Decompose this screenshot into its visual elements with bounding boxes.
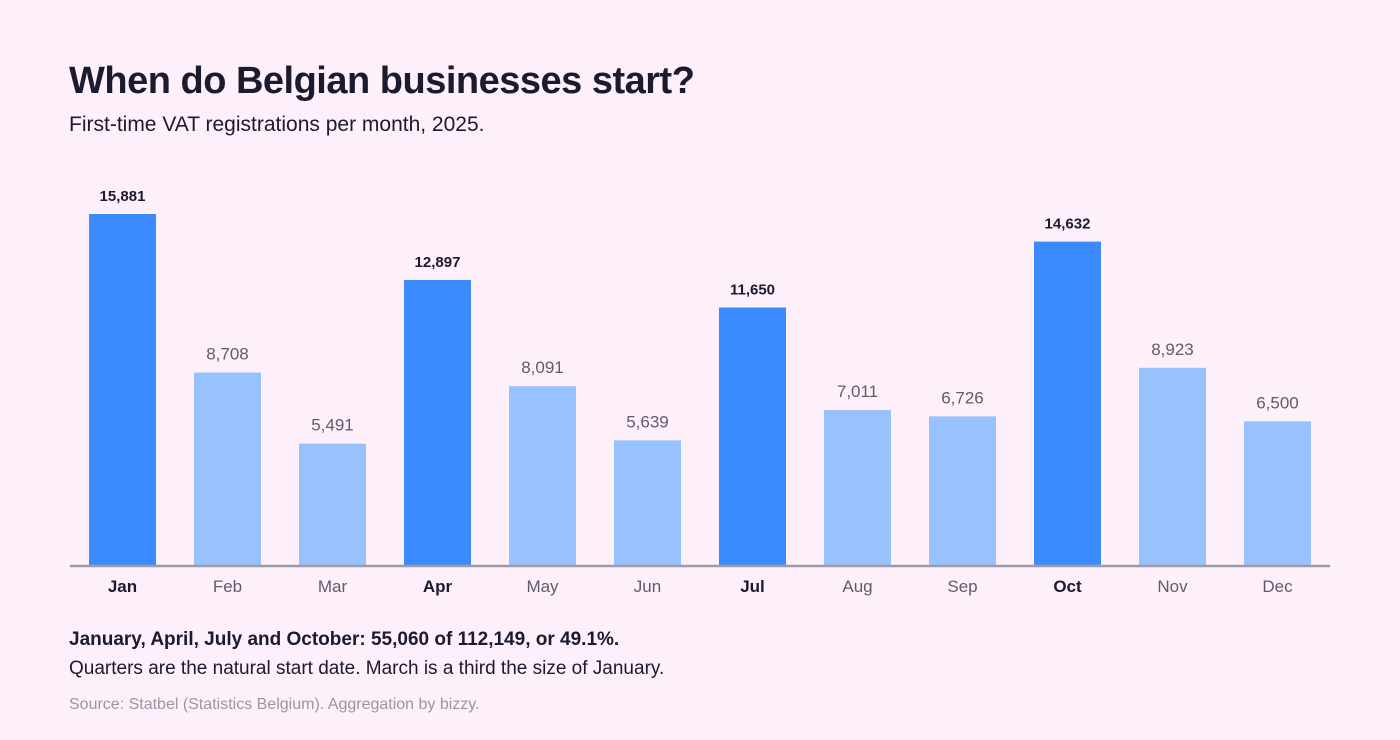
x-tick-label-sep: Sep xyxy=(947,577,977,596)
bar-jul xyxy=(719,307,786,565)
x-tick-label-dec: Dec xyxy=(1262,577,1293,596)
source-note: Source: Statbel (Statistics Belgium). Ag… xyxy=(69,696,480,713)
value-label-feb: 8,708 xyxy=(206,345,249,364)
bar-sep xyxy=(929,416,996,565)
x-tick-label-apr: Apr xyxy=(423,577,453,596)
bar-jun xyxy=(614,440,681,565)
headline-note: January, April, July and October: 55,060… xyxy=(69,629,620,650)
x-tick-label-oct: Oct xyxy=(1053,577,1082,596)
value-label-sep: 6,726 xyxy=(941,388,984,407)
x-tick-label-mar: Mar xyxy=(318,577,348,596)
bar-jan xyxy=(89,214,156,565)
detail-note: Quarters are the natural start date. Mar… xyxy=(69,658,665,679)
bar-nov xyxy=(1139,367,1206,565)
value-label-nov: 8,923 xyxy=(1151,340,1194,359)
bar-chart: 15,881 Jan 8,708 Feb 5,491 Mar 12,897 Apr 8,091 M… xyxy=(70,188,1330,596)
chart-subtitle: First-time VAT registrations per month, … xyxy=(69,113,485,136)
value-label-dec: 6,500 xyxy=(1256,393,1299,412)
bar-apr xyxy=(404,279,471,565)
value-label-jun: 5,639 xyxy=(626,412,669,431)
x-tick-label-aug: Aug xyxy=(842,577,872,596)
x-tick-label-jun: Jun xyxy=(634,577,661,596)
bar-dec xyxy=(1244,421,1311,565)
chart-title: When do Belgian businesses start? xyxy=(69,60,695,102)
x-tick-label-nov: Nov xyxy=(1157,577,1188,596)
value-label-jan: 15,881 xyxy=(100,188,146,205)
bar-mar xyxy=(299,443,366,565)
bar-aug xyxy=(824,410,891,565)
x-tick-label-feb: Feb xyxy=(213,577,242,596)
value-label-apr: 12,897 xyxy=(415,254,461,271)
bar-feb xyxy=(194,372,261,565)
value-label-aug: 7,011 xyxy=(837,382,878,401)
x-tick-label-jan: Jan xyxy=(108,577,137,596)
x-tick-label-jul: Jul xyxy=(740,577,765,596)
x-tick-label-may: May xyxy=(526,577,559,596)
value-label-mar: 5,491 xyxy=(311,416,354,435)
bar-may xyxy=(509,386,576,565)
value-label-oct: 14,632 xyxy=(1045,216,1091,233)
value-label-jul: 11,650 xyxy=(730,282,775,299)
bar-oct xyxy=(1034,241,1101,565)
value-label-may: 8,091 xyxy=(521,358,564,377)
